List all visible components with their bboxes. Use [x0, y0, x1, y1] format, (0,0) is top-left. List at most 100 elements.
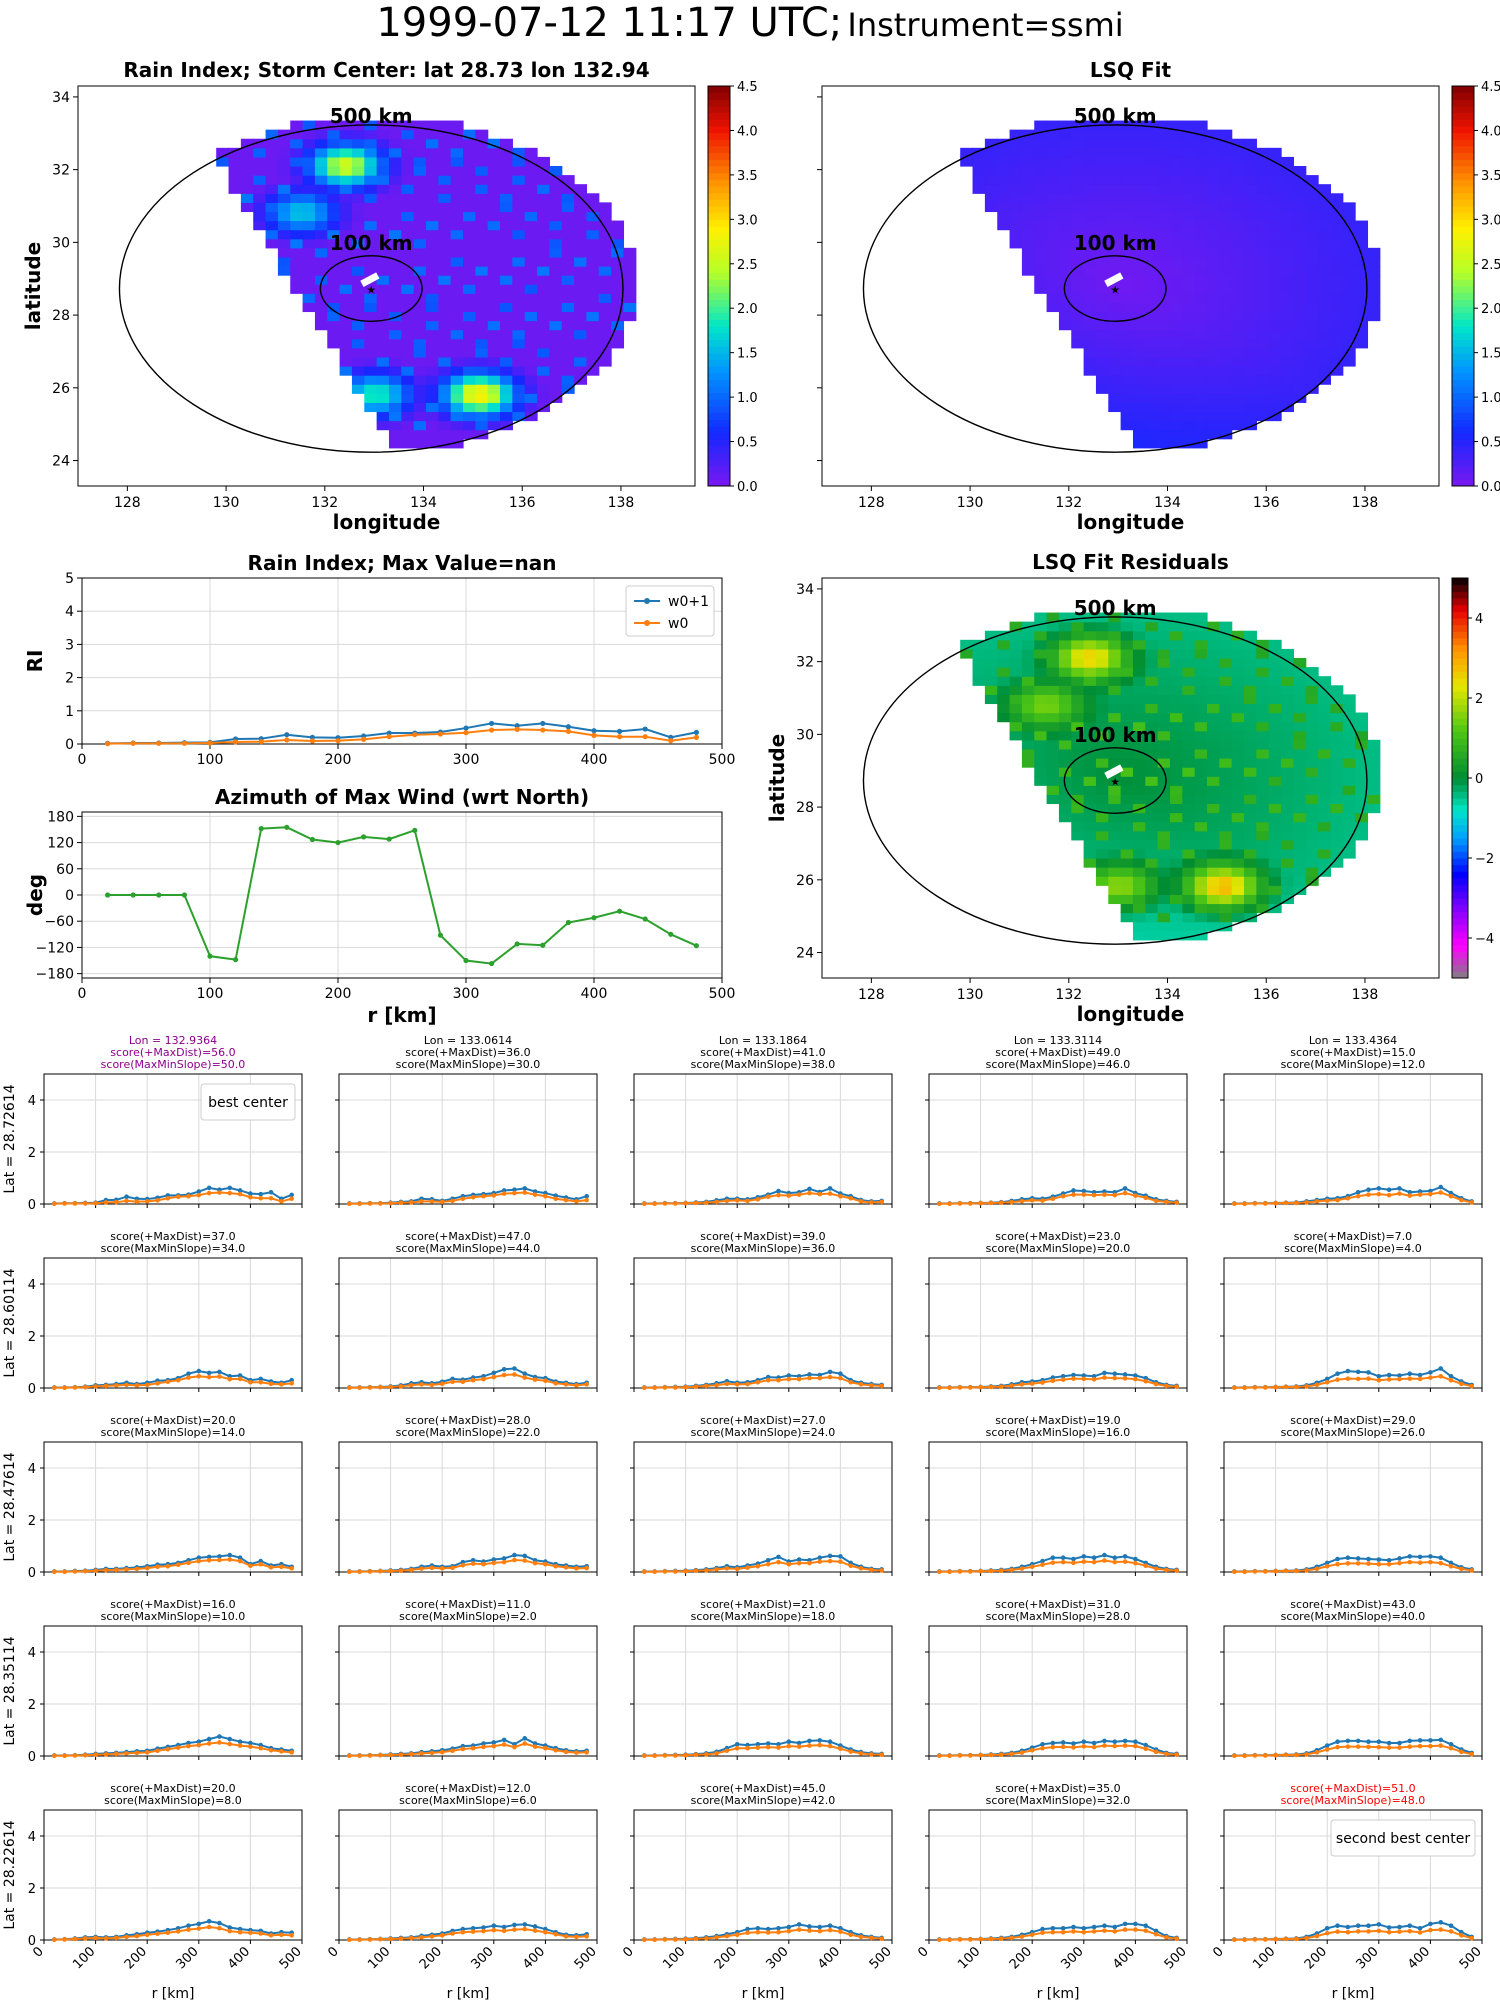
- map-cell: [1207, 284, 1220, 294]
- map-cell: [364, 284, 378, 294]
- map-cell: [1281, 311, 1294, 322]
- map-cell: [1145, 648, 1159, 659]
- map-cell: [1169, 630, 1183, 641]
- map-cell: [302, 256, 316, 267]
- map-cell: [1083, 830, 1097, 841]
- map-cell: [1256, 748, 1270, 759]
- map-cell: [475, 156, 489, 167]
- y-tick-label: 3: [65, 637, 74, 653]
- map-cell: [1268, 211, 1282, 222]
- data-point: [683, 1200, 688, 1206]
- map-cell: [1169, 211, 1183, 222]
- map-cell: [1145, 712, 1159, 723]
- map-cell: [1058, 175, 1072, 185]
- data-point: [1009, 1199, 1014, 1205]
- data-point: [1324, 1198, 1330, 1203]
- map-cell: [413, 284, 427, 294]
- map-cell: [1256, 302, 1270, 313]
- map-cell: [1231, 211, 1245, 222]
- map-cell: [463, 375, 476, 385]
- map-cell: [1071, 275, 1085, 285]
- map-cell: [1157, 420, 1171, 431]
- map-cell: [500, 384, 513, 394]
- data-point: [279, 1932, 284, 1938]
- map-cell: [1330, 311, 1344, 322]
- data-point: [1366, 1561, 1371, 1566]
- map-cell: [1305, 876, 1319, 886]
- map-cell: [1169, 730, 1183, 741]
- map-cell: [1132, 211, 1146, 222]
- map-cell: [1046, 229, 1060, 240]
- map-cell: [413, 402, 427, 413]
- colorbar-cell: [708, 479, 730, 487]
- map-cell: [1132, 238, 1146, 249]
- map-cell: [1009, 156, 1023, 167]
- map-cell: [388, 320, 402, 331]
- colorbar-cell: [1452, 219, 1474, 227]
- data-point: [113, 1567, 119, 1573]
- map-cell: [1009, 621, 1023, 632]
- map-cell: [1108, 867, 1122, 877]
- best-center-legend: [200, 1083, 296, 1121]
- colorbar-cell: [708, 359, 730, 367]
- data-point: [347, 1385, 352, 1391]
- map-cell: [1021, 748, 1035, 759]
- series-line: [54, 1375, 292, 1389]
- colorbar-cell: [708, 352, 730, 360]
- data-point: [1324, 1563, 1330, 1569]
- data-point: [233, 739, 239, 745]
- data-point: [113, 1751, 119, 1757]
- map-cell: [327, 229, 341, 240]
- map-cell: [500, 402, 513, 413]
- data-point: [879, 1199, 884, 1205]
- data-point: [1232, 1753, 1237, 1759]
- colorbar-cell: [1452, 412, 1474, 420]
- map-cell: [1108, 402, 1122, 413]
- data-point: [1133, 1193, 1138, 1198]
- map-cell: [1046, 748, 1060, 759]
- map-cell: [1244, 867, 1257, 877]
- colorbar-cell: [1452, 831, 1468, 839]
- colorbar-cell: [708, 279, 730, 287]
- map-cell: [1120, 812, 1134, 823]
- data-point: [165, 1379, 171, 1385]
- map-cell: [1157, 147, 1171, 158]
- map-cell: [401, 202, 415, 213]
- map-cell: [1305, 858, 1319, 868]
- data-point: [584, 1193, 589, 1199]
- data-point: [563, 1749, 569, 1755]
- map-cell: [1342, 712, 1356, 723]
- data-point: [848, 1379, 854, 1385]
- map-cell: [997, 156, 1011, 167]
- map-cell: [450, 338, 464, 349]
- map-cell: [1182, 685, 1196, 695]
- panel-score-label: Lon = 133.4364: [1309, 1034, 1397, 1047]
- colorbar-cell: [1452, 372, 1474, 380]
- map-cell: [1083, 812, 1097, 823]
- map-cell: [549, 347, 563, 358]
- map-cell: [1095, 694, 1109, 705]
- map-cell: [1231, 366, 1245, 376]
- map-cell: [1342, 848, 1356, 859]
- map-cell: [1071, 758, 1085, 768]
- map-cell: [351, 193, 365, 203]
- map-cell: [1083, 739, 1097, 750]
- map-cell: [500, 193, 513, 203]
- map-cell: [574, 202, 588, 213]
- data-point: [745, 1381, 750, 1387]
- map-cell: [586, 211, 600, 222]
- map-cell: [1182, 748, 1196, 759]
- map-cell: [1182, 858, 1196, 868]
- map-cell: [413, 375, 427, 385]
- map-cell: [1318, 858, 1332, 868]
- colorbar-cell: [1452, 844, 1468, 852]
- map-cell: [1330, 812, 1344, 823]
- map-cell: [997, 639, 1011, 650]
- map-cell: [1182, 129, 1196, 140]
- data-point: [1143, 1928, 1149, 1933]
- data-point: [186, 1927, 191, 1932]
- data-point: [1448, 1929, 1454, 1934]
- map-cell: [438, 420, 452, 431]
- data-point: [1091, 1740, 1097, 1746]
